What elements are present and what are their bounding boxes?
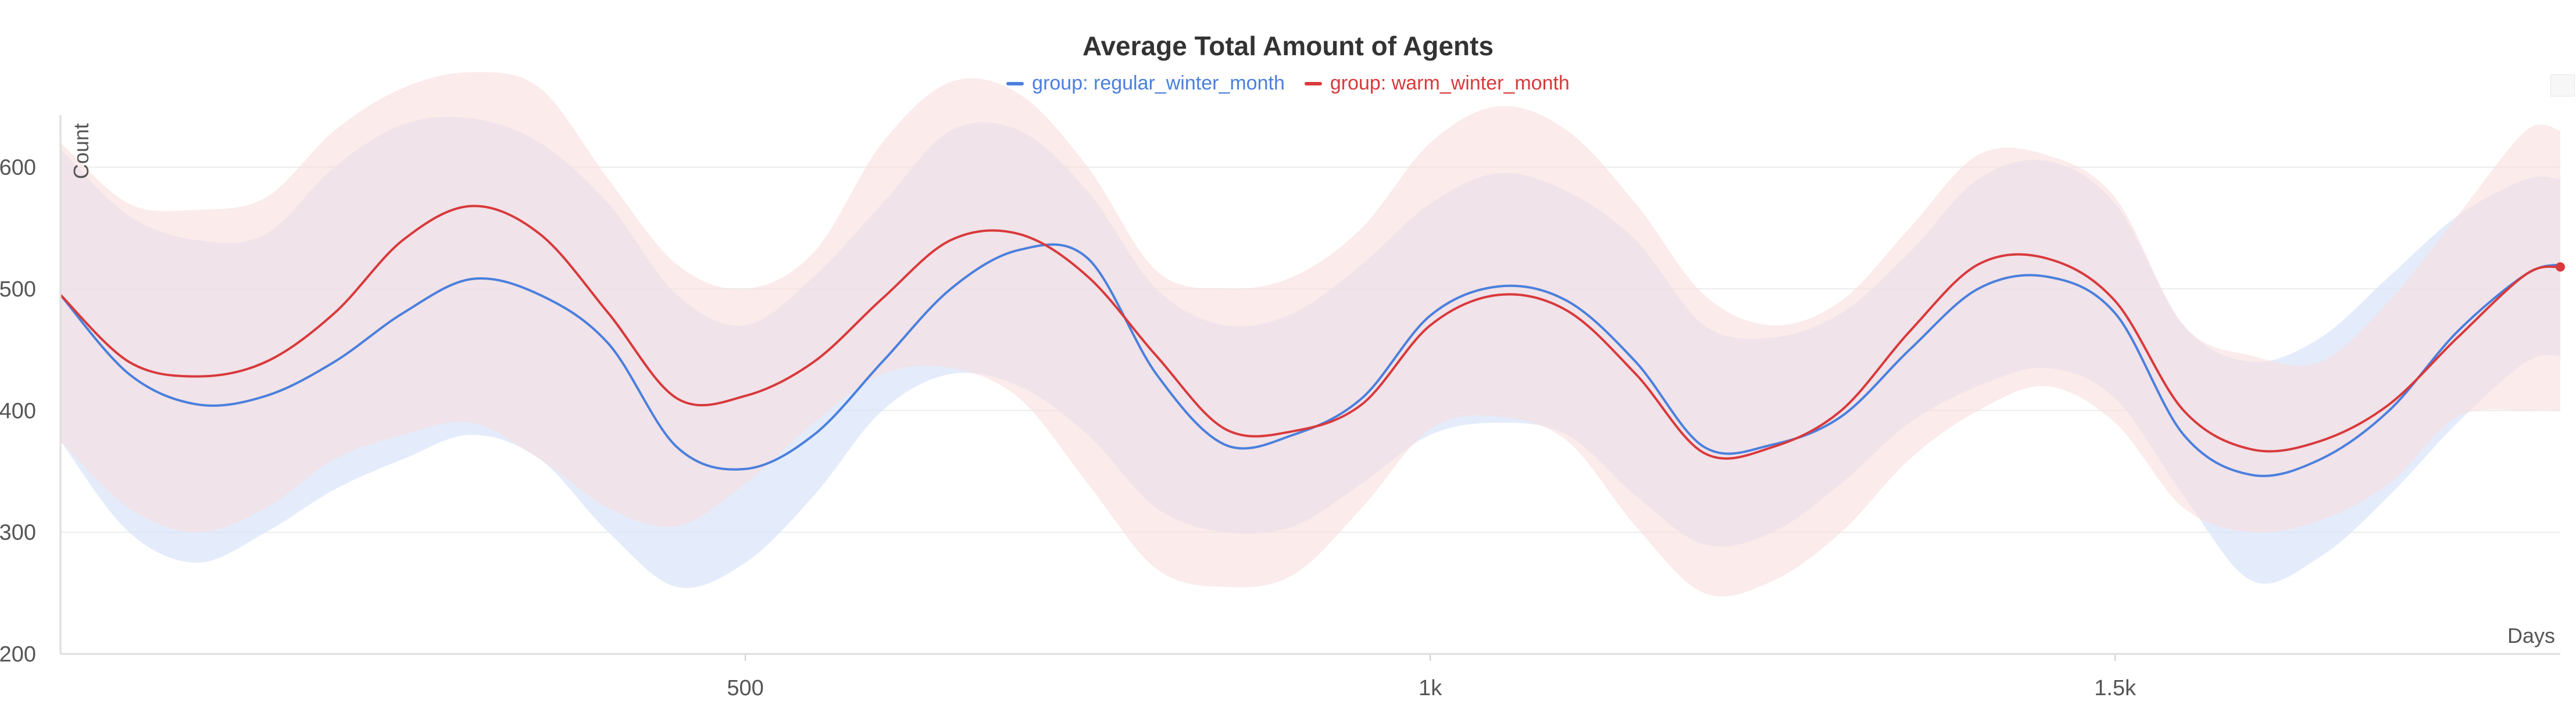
chart-title: Average Total Amount of Agents xyxy=(1082,31,1494,61)
line-warm-winter xyxy=(59,205,2561,460)
y-tick-label: 200 xyxy=(0,642,36,667)
series-end-marker xyxy=(2556,262,2565,272)
axes xyxy=(59,115,2560,655)
band-warm-winter xyxy=(60,72,2560,597)
x-tick-label: 500 xyxy=(727,676,763,700)
chart-menu-button[interactable] xyxy=(2550,74,2575,96)
legend-item-regular[interactable]: group: regular_winter_month xyxy=(1006,72,1285,95)
y-tick-label: 500 xyxy=(0,277,36,302)
y-axis-label: Count xyxy=(69,123,93,179)
legend-label-warm: group: warm_winter_month xyxy=(1330,72,1570,94)
y-tick-label: 400 xyxy=(0,399,36,423)
legend-swatch-warm xyxy=(1304,81,1322,85)
y-tick-label: 600 xyxy=(0,156,36,180)
legend-swatch-regular xyxy=(1006,81,1024,85)
legend-item-warm[interactable]: group: warm_winter_month xyxy=(1304,72,1570,95)
legend-label-regular: group: regular_winter_month xyxy=(1032,72,1285,94)
x-axis-label: Days xyxy=(2507,624,2555,648)
series-lines xyxy=(59,205,2565,477)
legend: group: regular_winter_month group: warm_… xyxy=(0,72,2576,95)
tick-labels: 200 300 400 500 600 500 1k 1.5k xyxy=(0,156,2136,701)
x-tick-label: 1.5k xyxy=(2094,676,2136,700)
x-tick-label: 1k xyxy=(1419,676,1442,700)
y-tick-label: 300 xyxy=(0,521,36,545)
confidence-bands xyxy=(60,72,2560,597)
